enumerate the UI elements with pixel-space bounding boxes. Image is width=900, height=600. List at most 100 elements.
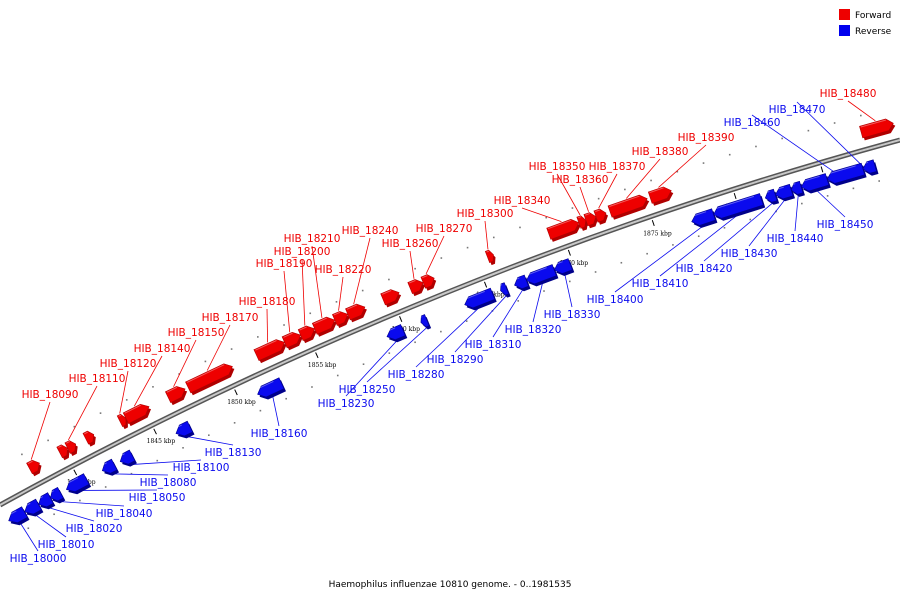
track-dot — [285, 397, 287, 400]
reverse-gene[interactable] — [774, 183, 794, 200]
forward-gene[interactable] — [583, 212, 597, 227]
gene-label[interactable]: HIB_18220 — [315, 264, 372, 276]
gene-label[interactable]: HIB_18430 — [721, 248, 778, 260]
gene-label[interactable]: HIB_18020 — [66, 523, 123, 535]
gene-label[interactable]: HIB_18040 — [96, 508, 153, 520]
gene-label[interactable]: HIB_18140 — [134, 343, 191, 355]
forward-gene[interactable] — [116, 413, 127, 428]
gene-label[interactable]: HIB_18360 — [552, 174, 609, 186]
reverse-gene[interactable] — [119, 449, 136, 465]
forward-gene[interactable] — [332, 311, 349, 326]
reverse-gene[interactable] — [862, 159, 877, 174]
gene-label[interactable]: HIB_18180 — [239, 296, 296, 308]
reverse-gene[interactable] — [175, 420, 193, 437]
gene-label[interactable]: HIB_18050 — [129, 492, 186, 504]
gene-label[interactable]: HIB_18230 — [318, 398, 375, 410]
gene-label[interactable]: HIB_18110 — [69, 373, 126, 385]
gene-label[interactable]: HIB_18210 — [284, 233, 341, 245]
forward-gene[interactable] — [297, 325, 316, 341]
gene-label[interactable]: HIB_18160 — [251, 428, 308, 440]
gene-label[interactable]: HIB_18440 — [767, 233, 824, 245]
reverse-gene[interactable] — [500, 282, 510, 296]
gene-label[interactable]: HIB_18090 — [22, 389, 79, 401]
gene-label[interactable]: HIB_18120 — [100, 358, 157, 370]
forward-gene[interactable] — [253, 339, 286, 361]
gene-label[interactable]: HIB_18480 — [820, 88, 877, 100]
reverse-gene[interactable] — [101, 458, 118, 474]
gene-label[interactable]: HIB_18350 — [529, 161, 586, 173]
reverse-gene[interactable] — [764, 188, 778, 203]
gene-label[interactable]: HIB_18260 — [382, 238, 439, 250]
gene-label[interactable]: HIB_18420 — [676, 263, 733, 275]
reverse-gene[interactable] — [800, 173, 830, 192]
gene-label[interactable]: HIB_18370 — [589, 161, 646, 173]
forward-gene[interactable] — [122, 403, 150, 425]
genome-caption: Haemophilus influenzae 10810 genome. - 0… — [329, 580, 572, 590]
reverse-gene[interactable] — [65, 473, 90, 493]
reverse-gene[interactable] — [826, 162, 865, 184]
forward-gene[interactable] — [593, 208, 607, 223]
gene-label[interactable]: HIB_18410 — [632, 278, 689, 290]
forward-gene[interactable] — [64, 440, 77, 454]
forward-gene[interactable] — [281, 331, 302, 349]
reverse-gene[interactable] — [514, 274, 529, 290]
track-dot — [21, 453, 23, 456]
forward-gene[interactable] — [345, 303, 366, 321]
forward-gene[interactable] — [185, 363, 233, 394]
gene-label[interactable]: HIB_18270 — [416, 223, 473, 235]
reverse-gene[interactable] — [24, 498, 42, 515]
reverse-gene[interactable] — [525, 264, 557, 285]
gene-label[interactable]: HIB_18010 — [38, 539, 95, 551]
forward-gene[interactable] — [576, 215, 587, 229]
gene-label[interactable]: HIB_18340 — [494, 195, 551, 207]
reverse-gene[interactable] — [464, 287, 496, 309]
forward-gene[interactable] — [26, 459, 40, 475]
reverse-gene[interactable] — [691, 208, 716, 226]
gene-label[interactable]: HIB_18300 — [457, 208, 514, 220]
forward-gene[interactable] — [607, 194, 648, 218]
gene-label[interactable]: HIB_18100 — [173, 462, 230, 474]
gene-label[interactable]: HIB_18240 — [342, 225, 399, 237]
reverse-gene[interactable] — [257, 377, 285, 398]
forward-gene[interactable] — [164, 386, 186, 404]
gene-label[interactable]: HIB_18380 — [632, 146, 689, 158]
forward-gene[interactable] — [82, 430, 95, 445]
gene-label[interactable]: HIB_18290 — [427, 354, 484, 366]
gene-label[interactable]: HIB_18130 — [205, 447, 262, 459]
forward-gene[interactable] — [56, 444, 68, 459]
reverse-gene[interactable] — [50, 486, 64, 502]
gene-label[interactable]: HIB_18400 — [587, 294, 644, 306]
gene-label[interactable]: HIB_18390 — [678, 132, 735, 144]
reverse-gene[interactable] — [38, 492, 54, 508]
gene-label[interactable]: HIB_18000 — [10, 553, 67, 565]
gene-label[interactable]: HIB_18170 — [202, 312, 259, 324]
gene-label[interactable]: HIB_18460 — [724, 117, 781, 129]
gene-label[interactable]: HIB_18150 — [168, 327, 225, 339]
gene-highlight — [118, 453, 125, 457]
reverse-gene[interactable] — [553, 258, 573, 274]
gene-label[interactable]: HIB_18330 — [544, 309, 601, 321]
reverse-gene[interactable] — [713, 193, 764, 219]
gene-label[interactable]: HIB_18080 — [140, 477, 197, 489]
reverse-gene[interactable] — [420, 314, 430, 328]
forward-gene[interactable] — [859, 118, 894, 139]
gene-label[interactable]: HIB_18280 — [388, 369, 445, 381]
gene-label[interactable]: HIB_18470 — [769, 104, 826, 116]
forward-gene[interactable] — [420, 274, 435, 289]
forward-gene[interactable] — [380, 289, 400, 306]
forward-gene[interactable] — [484, 249, 494, 263]
forward-gene[interactable] — [407, 279, 424, 294]
gene-label[interactable]: HIB_18190 — [256, 258, 313, 270]
gene-label[interactable]: HIB_18250 — [339, 384, 396, 396]
reverse-gene[interactable] — [8, 506, 28, 524]
gene-highlight — [7, 510, 17, 517]
forward-gene[interactable] — [647, 186, 672, 204]
forward-gene[interactable] — [311, 316, 336, 335]
reverse-gene[interactable] — [386, 324, 406, 341]
gene-label[interactable]: HIB_18310 — [465, 339, 522, 351]
gene-label[interactable]: HIB_18320 — [505, 324, 562, 336]
forward-gene[interactable] — [546, 218, 580, 240]
gene-label[interactable]: HIB_18450 — [817, 219, 874, 231]
reverse-gene[interactable] — [790, 180, 804, 195]
gene-label[interactable]: HIB_18200 — [274, 246, 331, 258]
